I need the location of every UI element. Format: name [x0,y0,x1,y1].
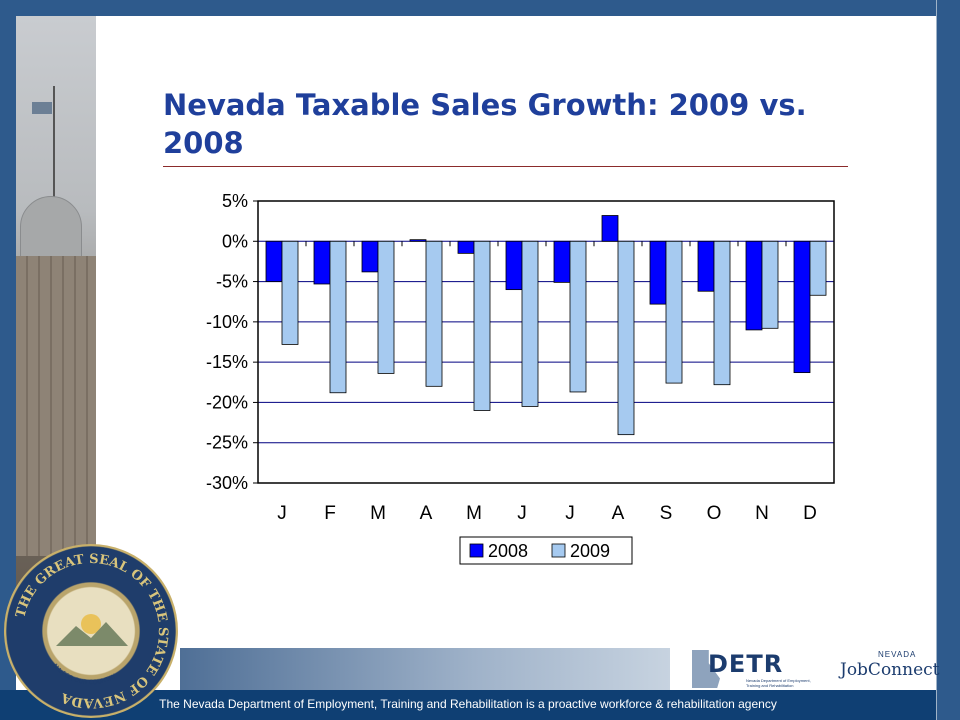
bar-2008-11 [745,240,763,331]
y-tick-label: -25% [206,433,248,453]
seal-sun [81,614,101,634]
x-tick-label: A [420,503,433,524]
legend-label-2009: 2009 [570,541,610,561]
legend-swatch-2009 [551,543,566,558]
flag [32,102,52,114]
bar-2008-4 [409,239,427,242]
bar-2008-5 [457,240,475,254]
seal-motto-text: ALL FOR OUR COUNTRY [51,662,118,686]
y-tick-label: 0% [222,231,248,251]
footer-text: The Nevada Department of Employment, Tra… [159,697,777,711]
bar-2008-9 [649,240,667,305]
bar-2009-4 [425,240,443,387]
legend-label-2008: 2008 [488,541,528,561]
jobconnect-logo: NEVADA JobConnect [834,648,940,690]
plot-background [258,201,834,483]
bar-2009-6 [521,240,539,407]
bar-2009-3 [377,240,395,374]
bar-2008-2 [313,240,331,285]
x-tick-label: M [466,503,482,524]
right-divider [936,0,937,720]
x-tick-label: N [755,503,769,524]
x-tick-label: A [612,503,625,524]
right-frame [936,0,960,720]
seal-graphic: THE GREAT SEAL OF THE STATE OF NEVADA AL… [13,552,170,710]
capitol-dome [20,196,82,258]
x-tick-label: D [803,503,817,524]
bar-2009-8 [617,240,635,436]
plot-border [257,200,835,484]
footer-gradient-band [180,648,670,690]
bar-2008-1 [265,240,283,282]
x-tick-label: O [707,503,722,524]
bar-2008-3 [361,240,379,273]
bar-chart: 5% 0% -5% -10% -15% -20% -25% -30% J F M A M J J A S O N D 2… [206,191,835,565]
nevada-state-seal: THE GREAT SEAL OF THE STATE OF NEVADA AL… [4,544,178,718]
bar-2009-12 [809,240,827,296]
x-tick-label: F [324,503,336,524]
bar-2009-11 [761,240,779,329]
y-tick-label: 5% [222,191,248,211]
x-tick-label: M [370,503,386,524]
bar-2009-1 [281,240,299,345]
detr-logo: DETR Nevada Department of Employment, Tr… [684,648,832,690]
bar-2009-5 [473,240,491,411]
bar-2009-9 [665,240,683,384]
slide-title: Nevada Taxable Sales Growth: 2009 vs. 20… [163,88,807,160]
x-tick-label: J [517,503,527,524]
chart-area: 5% 0% -5% -10% -15% -20% -25% -30% J F M A M J J A S O N D 2… [170,172,846,574]
x-tick-label: J [565,503,575,524]
capitol-building [16,256,96,556]
detr-logo-subtext: Nevada Department of Employment, Trainin… [746,678,811,688]
jobconnect-logo-text: JobConnect [840,660,940,680]
bar-2008-6 [505,240,523,291]
seal-mountains [56,622,128,646]
footer-band [0,690,936,720]
bar-2008-10 [697,240,715,292]
bar-2009-2 [329,240,347,394]
y-tick-label: -5% [216,272,248,292]
flag-pole [53,86,55,206]
bar-2009-10 [713,240,731,386]
legend-swatch-2008 [469,543,484,558]
bar-2008-8 [601,215,619,242]
bar-2008-7 [553,240,571,283]
jobconnect-state-text: NEVADA [878,650,917,659]
bar-2008-12 [793,240,811,374]
legend-box [459,536,633,565]
top-frame [0,0,960,16]
bar-2009-7 [569,240,587,393]
left-frame [0,0,16,720]
x-tick-label: S [660,503,673,524]
y-tick-label: -10% [206,312,248,332]
detr-logo-text: DETR [708,650,784,678]
y-tick-label: -20% [206,392,248,412]
y-tick-label: -15% [206,352,248,372]
y-tick-label: -30% [206,473,248,493]
title-underline [163,166,848,167]
x-tick-label: J [277,503,287,524]
